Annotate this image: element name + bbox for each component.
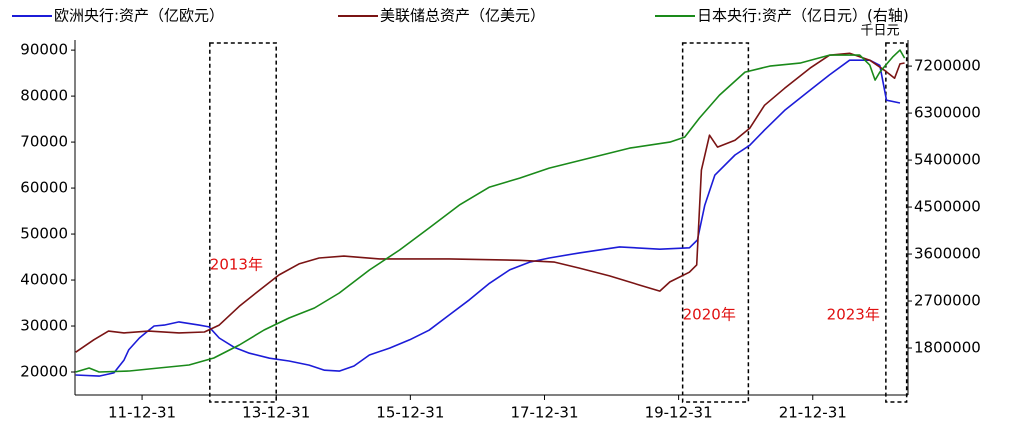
y2-tick-label: 7200000 [914, 57, 981, 75]
y2-unit: 千日元 [860, 24, 899, 39]
x-tick-label: 21-12-31 [779, 404, 847, 422]
y2-tick-label: 4500000 [914, 198, 981, 216]
legend-label: 美联储总资产（亿美元） [380, 7, 545, 25]
x-tick-label: 19-12-31 [645, 404, 713, 422]
series-line [75, 59, 901, 377]
y2-tick-label: 5400000 [914, 151, 981, 169]
y2-tick-label: 6300000 [914, 104, 981, 122]
series-line [75, 49, 906, 373]
y2-tick-label: 1800000 [914, 339, 981, 357]
y-tick-label: 70000 [20, 133, 68, 151]
y2-tick-label: 3600000 [914, 245, 981, 263]
y-tick-label: 40000 [20, 271, 68, 289]
highlight-box [209, 42, 277, 403]
annotation: 2020年 [683, 306, 736, 324]
x-tick-label: 11-12-31 [108, 404, 176, 422]
y-tick-label: 30000 [20, 317, 68, 335]
series-line [75, 52, 905, 353]
legend-label: 日本央行:资产（亿日元）(右轴) [697, 7, 909, 25]
y-tick-label: 50000 [20, 225, 68, 243]
x-tick-label: 15-12-31 [376, 404, 444, 422]
legend-label: 欧洲央行:资产（亿欧元） [54, 7, 224, 25]
highlight-box [885, 42, 908, 403]
y2-tick-label: 2700000 [914, 292, 981, 310]
x-tick-label: 17-12-31 [510, 404, 578, 422]
annotation: 2023年 [827, 306, 880, 324]
annotation: 2013年 [210, 256, 263, 274]
highlight-box [681, 42, 750, 403]
y-tick-label: 60000 [20, 179, 68, 197]
y-tick-label: 20000 [20, 363, 68, 381]
x-tick-label: 13-12-31 [242, 404, 310, 422]
y-tick-label: 90000 [20, 41, 68, 59]
y-tick-label: 80000 [20, 87, 68, 105]
